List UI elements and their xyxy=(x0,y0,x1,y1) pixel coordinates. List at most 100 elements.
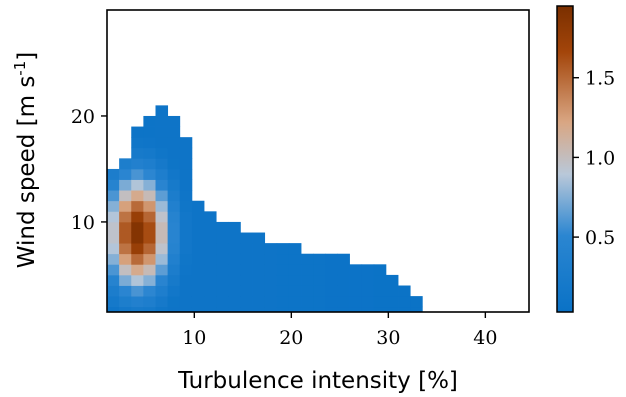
heatmap-cell xyxy=(216,221,229,233)
heatmap-cell xyxy=(191,253,205,265)
heatmap-cell xyxy=(398,285,411,297)
heatmap-plot-area xyxy=(106,9,530,313)
heatmap-cell xyxy=(179,179,193,191)
heatmap-cell xyxy=(204,232,217,244)
heatmap-cell xyxy=(349,306,363,313)
heatmap-cell xyxy=(131,285,144,297)
heatmap-cell xyxy=(216,243,229,255)
heatmap-cell xyxy=(119,221,132,233)
heatmap-cell xyxy=(143,115,156,127)
heatmap-cell xyxy=(228,253,241,265)
heatmap-cell xyxy=(119,158,132,170)
heatmap-cell xyxy=(119,296,132,308)
heatmap-cell xyxy=(167,137,181,149)
heatmap-cell xyxy=(301,264,314,276)
heatmap-cell xyxy=(155,221,169,233)
heatmap-cell xyxy=(191,200,205,212)
heatmap-cell xyxy=(167,211,181,223)
colorbar-tick-label: 1.0 xyxy=(585,147,615,169)
heatmap-cell xyxy=(179,285,193,297)
heatmap-cell xyxy=(349,296,363,308)
heatmap-cell xyxy=(143,285,156,297)
heatmap-cell xyxy=(107,190,120,202)
y-axis: 10 20 xyxy=(71,106,107,234)
heatmap-cell xyxy=(313,296,326,308)
heatmap-cell xyxy=(179,137,193,149)
heatmap-cell xyxy=(167,200,181,212)
heatmap-cell xyxy=(119,200,132,212)
heatmap-cell xyxy=(228,296,241,308)
heatmap-cell xyxy=(107,168,120,180)
heatmap-cell xyxy=(107,179,120,191)
heatmap-cell xyxy=(325,306,338,313)
heatmap-cell xyxy=(276,285,290,297)
heatmap-cell xyxy=(240,253,253,265)
heatmap-cell xyxy=(191,221,205,233)
heatmap-cell xyxy=(252,253,266,265)
heatmap-cell xyxy=(131,274,144,286)
heatmap-cell xyxy=(276,306,290,313)
heatmap-cell xyxy=(240,296,253,308)
heatmap-cell xyxy=(143,211,156,223)
heatmap-cell xyxy=(155,306,169,313)
heatmap-cell xyxy=(325,274,338,286)
heatmap-cell xyxy=(167,147,181,159)
heatmap-cell xyxy=(107,211,120,223)
heatmap-cell xyxy=(301,296,314,308)
heatmap-cell xyxy=(119,168,132,180)
heatmap-cell xyxy=(131,190,144,202)
heatmap-cell xyxy=(276,253,290,265)
heatmap-cell xyxy=(155,274,169,286)
heatmap-cell xyxy=(191,243,205,255)
heatmap-cell xyxy=(252,243,266,255)
heatmap-cell xyxy=(155,211,169,223)
heatmap-cell xyxy=(143,243,156,255)
heatmap-cell xyxy=(179,158,193,170)
heatmap-cell xyxy=(204,296,217,308)
heatmap-cell xyxy=(131,264,144,276)
heatmap-cell xyxy=(107,200,120,212)
heatmap-cell xyxy=(252,285,266,297)
heatmap-cell xyxy=(179,253,193,265)
heatmap-cell xyxy=(288,285,302,297)
heatmap-cell xyxy=(385,306,399,313)
heatmap-cell xyxy=(179,200,193,212)
heatmap-cell xyxy=(240,306,253,313)
heatmap-cell xyxy=(131,200,144,212)
x-axis: 10 20 30 40 xyxy=(182,312,497,349)
y-axis-label: Wind speed [m s-1] xyxy=(11,52,40,269)
heatmap-cell xyxy=(216,285,229,297)
heatmap-cell xyxy=(167,126,181,138)
heatmap-cell xyxy=(131,306,144,313)
heatmap-cell xyxy=(240,285,253,297)
heatmap-cell xyxy=(216,306,229,313)
heatmap-cell xyxy=(179,168,193,180)
heatmap-cell xyxy=(240,264,253,276)
heatmap-cell xyxy=(204,253,217,265)
heatmap-cell xyxy=(361,285,375,297)
heatmap-cell xyxy=(385,296,399,308)
heatmap-cell xyxy=(373,274,387,286)
heatmap-cell xyxy=(143,296,156,308)
heatmap-cell xyxy=(191,211,205,223)
heatmap-cell xyxy=(107,285,120,297)
heatmap-cell xyxy=(119,190,132,202)
heatmap-cell xyxy=(179,147,193,159)
heatmap-cell xyxy=(204,306,217,313)
heatmap-cell xyxy=(228,243,241,255)
heatmap-cell xyxy=(385,274,399,286)
heatmap-cell xyxy=(131,126,144,138)
heatmap-cell xyxy=(167,179,181,191)
heatmap-cell xyxy=(288,296,302,308)
heatmap-cell xyxy=(131,296,144,308)
heatmap-cell xyxy=(179,221,193,233)
heatmap-cell xyxy=(107,274,120,286)
heatmap-cell xyxy=(143,200,156,212)
heatmap-cell xyxy=(240,274,253,286)
heatmap-cell xyxy=(228,221,241,233)
y-axis-label-sup: -1 xyxy=(11,61,29,76)
heatmap-cell xyxy=(410,296,423,308)
colorbar-frame xyxy=(556,5,574,313)
heatmap-cell xyxy=(288,253,302,265)
heatmap-cell xyxy=(167,274,181,286)
